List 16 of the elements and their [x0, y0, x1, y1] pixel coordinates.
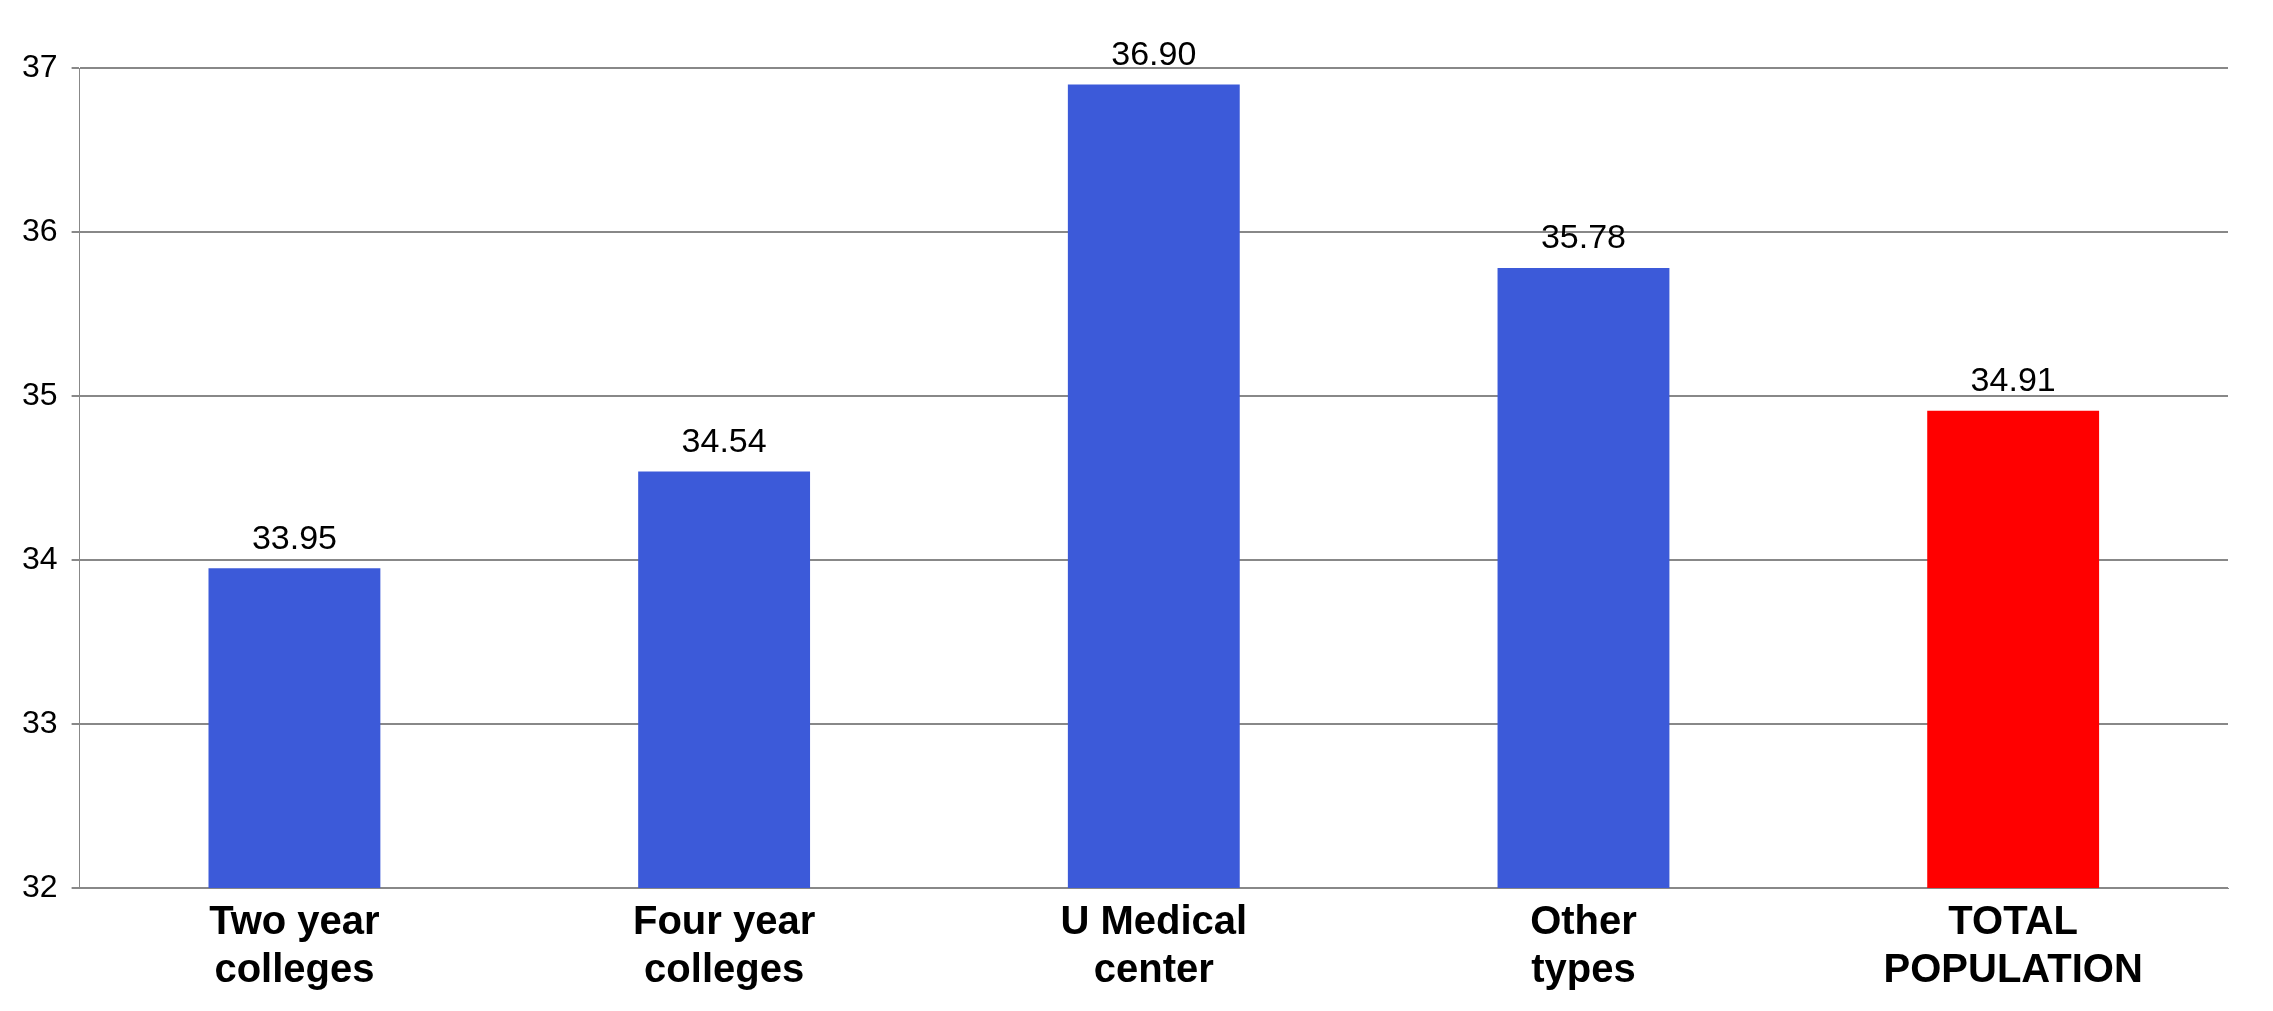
x-tick-label: Two year colleges [209, 898, 380, 991]
data-label: 34.91 [1970, 360, 2056, 399]
y-tick-label: 34 [22, 539, 58, 576]
x-tick-label: U Medical center [1060, 898, 1248, 991]
x-tick-label: TOTAL POPULATION [1883, 898, 2143, 991]
y-tick-label: 36 [22, 211, 58, 248]
y-tick-label: 33 [22, 703, 58, 740]
data-label: 33.95 [251, 517, 337, 556]
data-label: 36.90 [1111, 33, 1197, 72]
data-label: 35.78 [1540, 217, 1627, 256]
y-tick-label: 32 [22, 867, 58, 904]
x-tick-label: Four year colleges [632, 898, 816, 991]
x-tick-label: Other types [1530, 898, 1637, 991]
data-label: 34.54 [681, 420, 767, 459]
y-tick-label: 35 [22, 375, 58, 412]
y-tick-label: 37 [22, 47, 58, 84]
